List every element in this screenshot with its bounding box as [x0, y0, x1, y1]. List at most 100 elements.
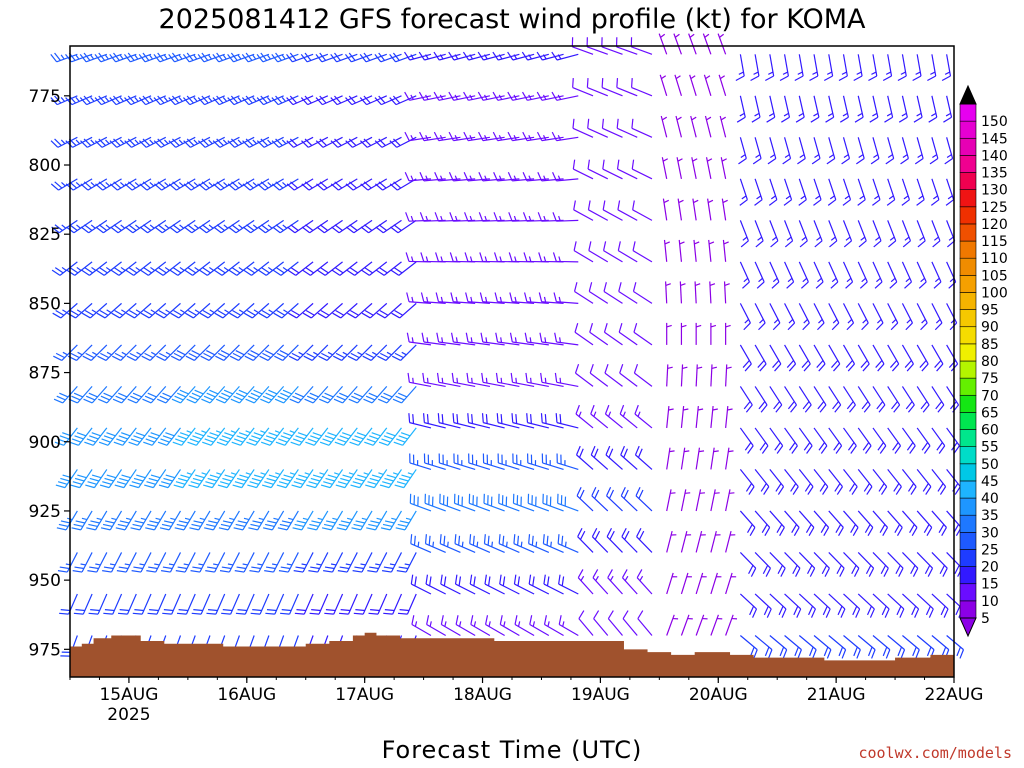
wind-barb	[176, 593, 196, 615]
wind-barb	[901, 261, 913, 289]
wind-barb	[375, 219, 402, 234]
wind-barb	[114, 469, 137, 489]
wind-barb	[189, 510, 211, 531]
wind-barb	[798, 635, 817, 659]
wind-barb	[916, 178, 925, 206]
wind-barb	[769, 220, 779, 248]
colorbar-segment	[959, 446, 977, 465]
wind-barb	[842, 178, 852, 206]
wind-barb	[695, 405, 704, 428]
wind-barb	[143, 427, 167, 446]
wind-barb	[769, 635, 788, 659]
wind-barb	[230, 386, 255, 404]
wind-barb	[540, 413, 564, 429]
wind-barb	[338, 593, 358, 615]
colorbar-tick-label: 130	[981, 183, 1008, 199]
wind-barb	[620, 445, 638, 470]
wind-barb	[551, 51, 579, 61]
wind-barb	[450, 332, 476, 346]
wind-barb	[286, 52, 314, 63]
wind-barb	[621, 569, 638, 595]
wind-barb	[202, 427, 226, 446]
wind-barb	[221, 593, 240, 615]
wind-barb	[887, 469, 902, 495]
wind-barb	[509, 292, 535, 304]
wind-barb	[666, 364, 673, 387]
wind-barb	[587, 200, 609, 221]
wind-barb	[607, 610, 623, 636]
wind-barb	[375, 178, 402, 191]
wind-barb	[916, 469, 932, 495]
wind-barb	[674, 74, 683, 96]
wind-barb	[574, 323, 594, 346]
wind-barb	[212, 178, 240, 191]
wind-barb	[665, 281, 671, 304]
wind-barb	[632, 200, 653, 221]
wind-barb	[857, 469, 873, 495]
wind-barb	[722, 239, 729, 262]
wind-barb	[736, 95, 746, 123]
x-tick-sublabel: 2025	[107, 705, 150, 725]
wind-barb	[374, 52, 402, 63]
wind-barb	[347, 302, 373, 319]
wind-barb	[421, 332, 446, 346]
wind-barb	[616, 118, 638, 138]
wind-barb	[492, 51, 520, 61]
wind-barb	[94, 52, 122, 63]
y-tick-label: 950	[29, 571, 61, 591]
colorbar-segment	[959, 549, 977, 567]
wind-barb	[394, 469, 417, 489]
wind-barb	[783, 178, 793, 206]
wind-barb	[205, 552, 226, 573]
wind-barb	[153, 52, 181, 63]
wind-barb	[573, 282, 594, 304]
wind-barb	[784, 552, 801, 577]
wind-barb	[247, 469, 270, 489]
colorbar-tick-label: 55	[981, 440, 999, 456]
wind-barb	[868, 54, 878, 82]
wind-barb	[69, 427, 93, 446]
wind-barb	[408, 413, 432, 429]
wind-barb	[184, 302, 211, 319]
wind-barb	[170, 302, 196, 319]
wind-barb	[887, 635, 906, 659]
wind-barb	[522, 91, 549, 101]
wind-barb	[887, 552, 904, 577]
wind-barb	[784, 593, 802, 618]
colorbar-tick-label: 100	[981, 285, 1008, 301]
wind-barb	[784, 261, 795, 289]
wind-barb	[754, 469, 770, 495]
wind-barb	[523, 292, 549, 304]
wind-barb	[424, 534, 446, 554]
wind-barb	[828, 469, 843, 495]
wind-barb	[79, 52, 108, 63]
wind-barb	[704, 115, 712, 138]
wind-barb	[162, 593, 182, 615]
wind-barb	[828, 635, 847, 659]
wind-barb	[316, 219, 343, 234]
wind-barb	[710, 530, 721, 553]
wind-barb	[94, 136, 122, 148]
wind-barb	[813, 303, 825, 331]
wind-barb	[784, 510, 800, 536]
wind-barb	[735, 54, 745, 82]
wind-barb	[634, 404, 653, 429]
wind-barb	[275, 427, 299, 446]
wind-barb	[344, 52, 373, 63]
wind-barb	[666, 530, 677, 553]
wind-barb	[377, 344, 402, 361]
wind-barb	[481, 372, 505, 387]
colorbar-tick-label: 35	[981, 508, 999, 524]
wind-barb	[361, 302, 388, 319]
wind-barb	[659, 74, 668, 96]
wind-barb	[306, 469, 329, 489]
wind-barb	[318, 344, 343, 361]
wind-barb	[636, 528, 653, 553]
wind-barb	[316, 261, 343, 276]
wind-barb	[245, 386, 270, 404]
wind-barb	[784, 635, 802, 659]
wind-barb	[739, 220, 749, 248]
wind-barb	[512, 493, 535, 512]
wind-barb	[477, 51, 505, 61]
wind-barb	[541, 453, 564, 471]
